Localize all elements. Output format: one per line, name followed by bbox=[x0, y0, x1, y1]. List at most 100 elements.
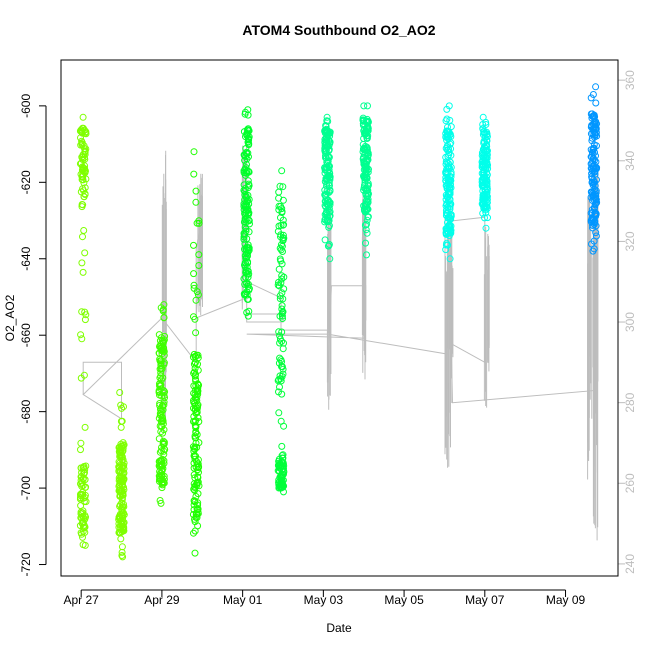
y-tick-label: -660 bbox=[19, 323, 33, 347]
point-series-cluster bbox=[321, 113, 334, 263]
data-point bbox=[242, 269, 250, 276]
data-point bbox=[322, 209, 330, 217]
data-point bbox=[160, 450, 168, 458]
data-point bbox=[190, 485, 198, 493]
data-point bbox=[275, 188, 283, 196]
data-point bbox=[119, 482, 126, 490]
data-point bbox=[588, 189, 596, 197]
data-point bbox=[325, 241, 333, 248]
data-point bbox=[244, 312, 252, 320]
data-point bbox=[276, 244, 284, 252]
data-point bbox=[245, 307, 253, 315]
data-point bbox=[241, 165, 249, 173]
data-point bbox=[77, 331, 85, 339]
data-point bbox=[80, 126, 88, 134]
data-point bbox=[157, 360, 165, 368]
data-point bbox=[279, 216, 287, 224]
y2-tick-label: 260 bbox=[623, 473, 637, 493]
point-series-cluster bbox=[359, 102, 372, 259]
data-point bbox=[78, 308, 86, 316]
data-point bbox=[244, 125, 252, 133]
data-point bbox=[190, 281, 198, 289]
data-point bbox=[191, 549, 199, 557]
x-axis-label: Date bbox=[326, 621, 352, 635]
line-spike-group bbox=[447, 212, 454, 448]
data-point bbox=[587, 94, 595, 102]
data-point bbox=[192, 452, 199, 460]
point-series-cluster bbox=[442, 102, 455, 263]
data-point bbox=[118, 443, 126, 451]
data-point bbox=[117, 535, 125, 543]
data-point bbox=[243, 161, 250, 168]
data-point bbox=[157, 385, 165, 393]
data-point bbox=[190, 148, 198, 156]
data-point bbox=[592, 229, 600, 237]
data-point bbox=[158, 467, 166, 475]
data-point bbox=[326, 140, 334, 148]
data-point bbox=[279, 451, 287, 459]
x-tick-label: May 01 bbox=[223, 593, 263, 607]
data-point bbox=[80, 193, 88, 201]
data-point bbox=[361, 221, 369, 229]
data-point bbox=[80, 371, 88, 379]
data-point bbox=[243, 235, 251, 243]
data-point bbox=[117, 519, 125, 527]
data-point bbox=[78, 176, 86, 183]
data-point bbox=[275, 409, 283, 417]
data-point bbox=[190, 241, 197, 249]
data-point bbox=[480, 200, 487, 208]
point-series-cluster bbox=[115, 389, 128, 561]
data-point bbox=[119, 456, 127, 464]
data-point bbox=[360, 135, 368, 142]
data-point bbox=[190, 445, 198, 453]
data-point bbox=[78, 137, 86, 145]
data-point bbox=[118, 404, 126, 412]
data-point bbox=[364, 181, 372, 189]
data-point bbox=[160, 438, 168, 446]
data-point bbox=[280, 273, 288, 281]
data-point bbox=[243, 243, 251, 251]
data-point bbox=[321, 236, 329, 244]
y-tick-label: -620 bbox=[19, 170, 33, 194]
data-point bbox=[245, 196, 253, 203]
data-point bbox=[157, 382, 164, 389]
data-point bbox=[118, 499, 126, 507]
data-point bbox=[158, 365, 166, 373]
data-point bbox=[447, 200, 455, 208]
data-point bbox=[158, 413, 166, 421]
data-point bbox=[446, 178, 454, 186]
data-point bbox=[324, 153, 332, 160]
data-point bbox=[442, 196, 450, 204]
data-point bbox=[590, 204, 598, 212]
data-point bbox=[160, 314, 168, 322]
data-point bbox=[447, 123, 455, 131]
data-point bbox=[588, 134, 596, 142]
data-point bbox=[158, 334, 165, 342]
data-point bbox=[443, 136, 451, 144]
data-point bbox=[116, 389, 124, 396]
y2-tick-label: 300 bbox=[623, 312, 637, 332]
data-point bbox=[447, 229, 454, 237]
data-point bbox=[277, 246, 285, 254]
data-point bbox=[278, 328, 286, 336]
data-point bbox=[322, 122, 330, 129]
data-point bbox=[245, 180, 253, 188]
data-point bbox=[590, 180, 597, 187]
data-point bbox=[362, 127, 370, 135]
data-point bbox=[79, 268, 87, 276]
data-point bbox=[79, 233, 86, 241]
data-point bbox=[481, 214, 488, 222]
data-point bbox=[81, 466, 89, 474]
data-point bbox=[159, 437, 167, 445]
data-point bbox=[243, 169, 251, 177]
x-tick-label: Apr 29 bbox=[144, 593, 180, 607]
data-point bbox=[159, 374, 167, 382]
data-point bbox=[279, 196, 287, 204]
data-point bbox=[592, 99, 600, 107]
data-point bbox=[361, 201, 369, 209]
data-point bbox=[275, 265, 283, 273]
data-point bbox=[244, 138, 252, 146]
data-point bbox=[593, 165, 600, 173]
data-point bbox=[482, 145, 490, 153]
data-point bbox=[482, 155, 490, 163]
